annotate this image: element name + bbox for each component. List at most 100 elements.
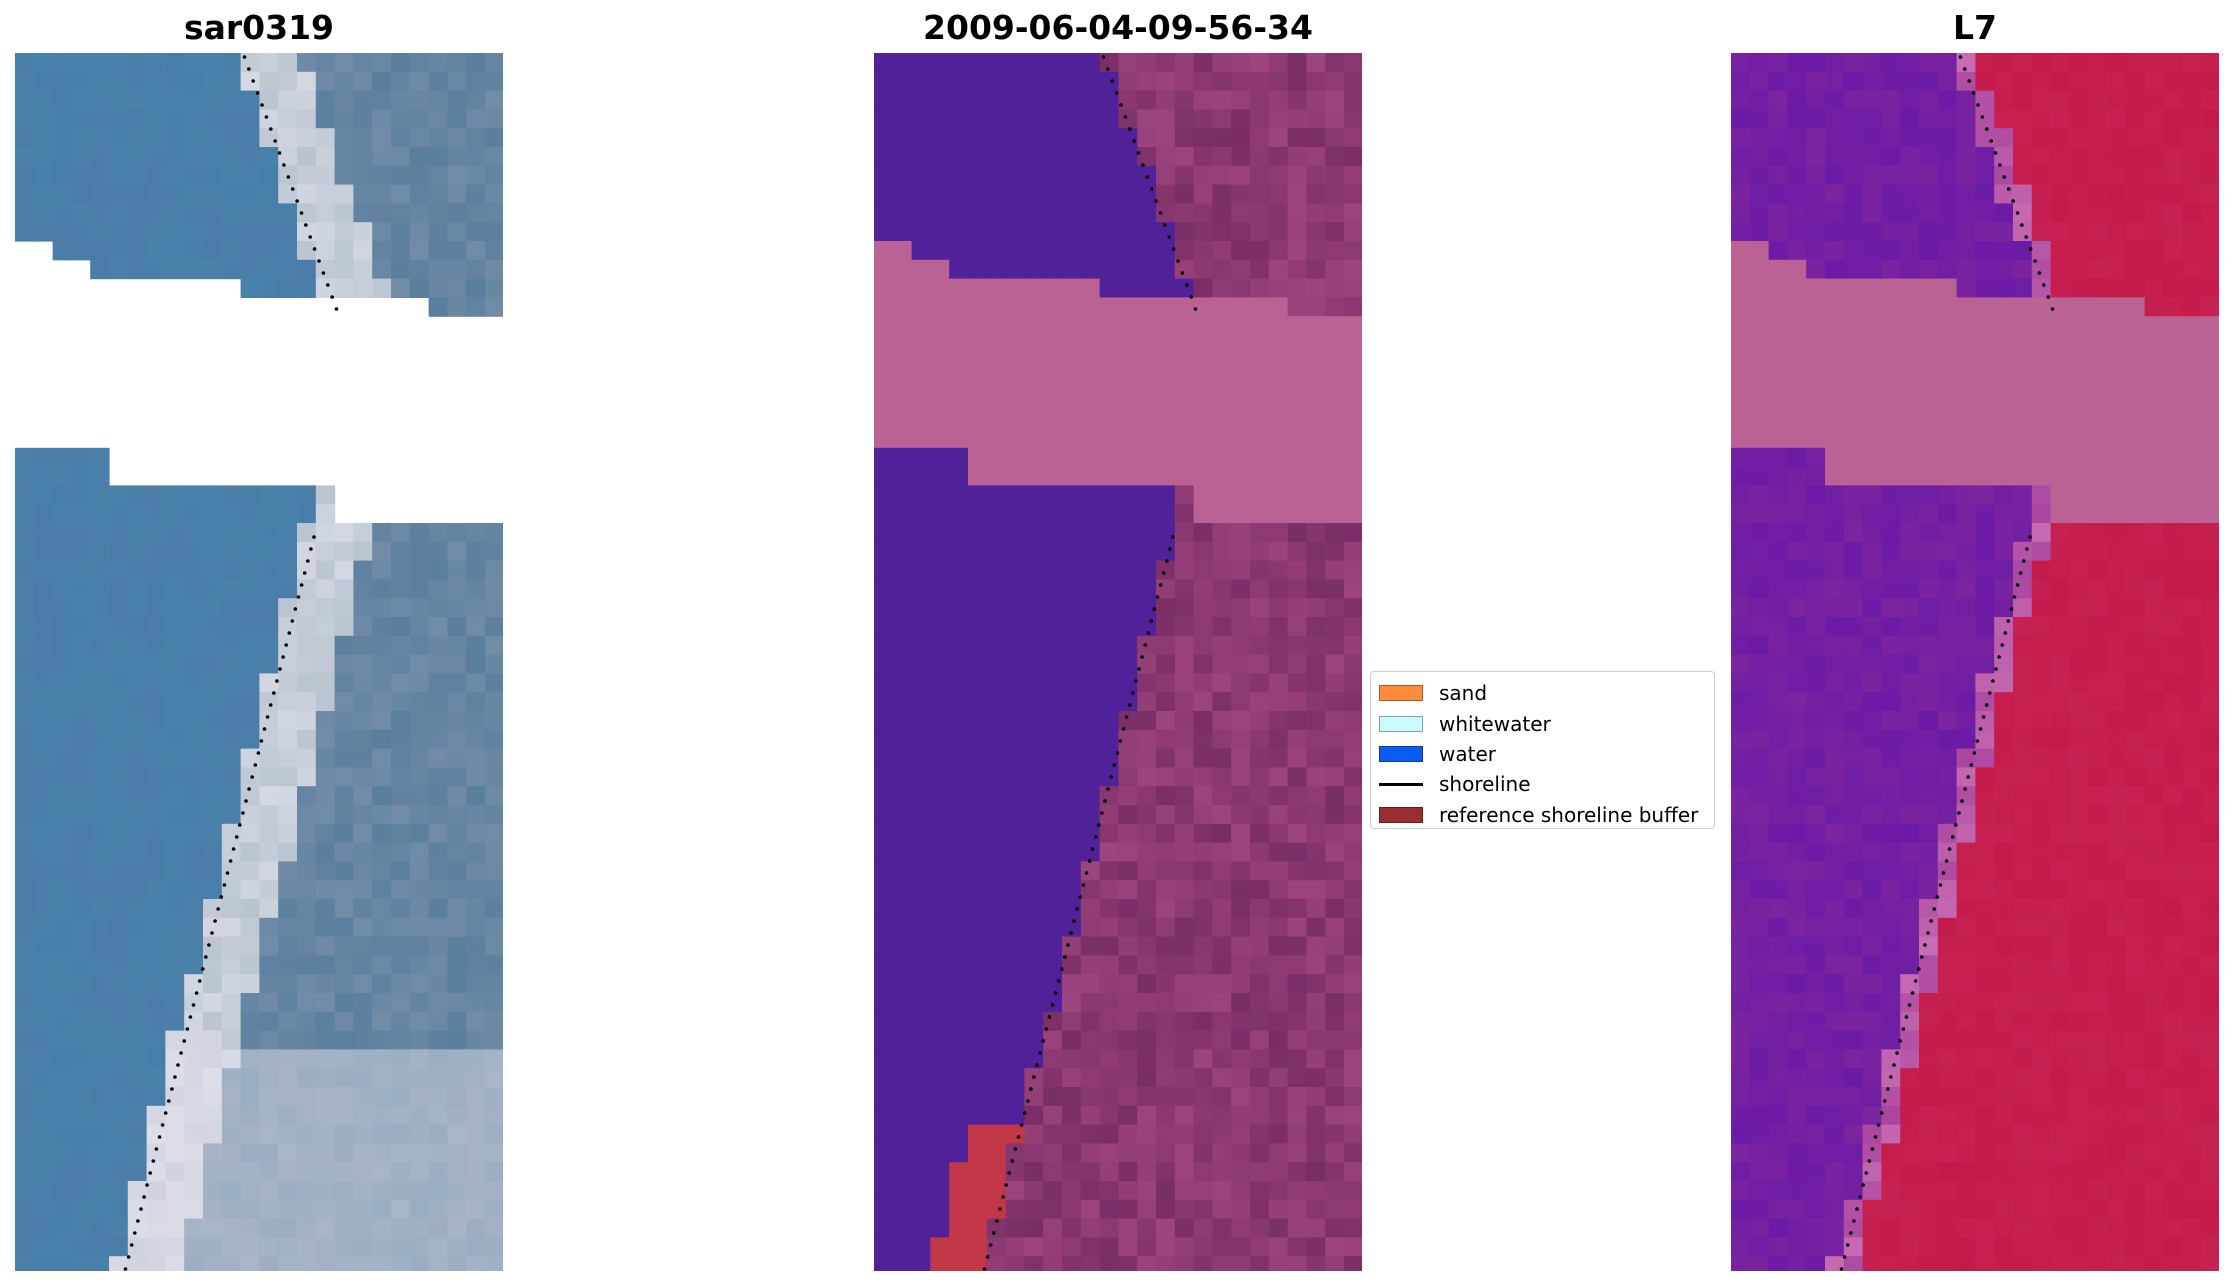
image-pixel xyxy=(1231,711,1251,731)
image-pixel xyxy=(1099,673,1119,693)
image-pixel xyxy=(2107,842,2127,862)
image-pixel xyxy=(2201,654,2219,674)
image-pixel xyxy=(485,1237,503,1257)
image-pixel xyxy=(1881,541,1901,562)
image-pixel xyxy=(1749,541,1770,562)
image-pixel xyxy=(109,748,129,768)
image-pixel xyxy=(259,241,279,261)
image-pixel xyxy=(1062,1030,1082,1050)
image-pixel xyxy=(2107,165,2127,186)
image-pixel xyxy=(2107,53,2127,73)
image-pixel xyxy=(1043,109,1063,129)
image-pixel xyxy=(1937,53,1958,73)
image-pixel xyxy=(52,748,72,768)
image-pixel xyxy=(203,523,223,543)
image-pixel xyxy=(1062,786,1082,806)
image-pixel xyxy=(334,861,354,881)
shoreline-point xyxy=(302,571,307,575)
image-pixel xyxy=(2069,1256,2089,1271)
image-pixel xyxy=(1306,541,1326,562)
image-pixel xyxy=(1806,410,1826,430)
image-pixel xyxy=(1080,109,1101,129)
image-pixel xyxy=(1344,805,1362,825)
image-pixel xyxy=(1919,353,1939,374)
image-pixel xyxy=(1250,1124,1270,1144)
image-pixel xyxy=(71,147,91,167)
image-pixel xyxy=(986,917,1007,938)
image-pixel xyxy=(2107,993,2127,1013)
image-pixel xyxy=(2069,447,2089,468)
image-pixel xyxy=(2144,673,2164,693)
image-pixel xyxy=(1268,297,1289,317)
image-pixel xyxy=(1174,579,1195,599)
image-pixel xyxy=(1994,259,2014,280)
image-pixel xyxy=(2125,936,2146,956)
image-pixel xyxy=(1787,786,1807,806)
image-pixel xyxy=(1043,654,1063,674)
image-pixel xyxy=(146,1237,166,1257)
image-pixel xyxy=(1749,1162,1770,1182)
image-pixel xyxy=(1344,109,1362,129)
image-pixel xyxy=(2088,692,2108,712)
shoreline-point xyxy=(1154,199,1158,203)
image-pixel xyxy=(1787,729,1807,750)
image-pixel xyxy=(71,109,91,129)
image-pixel xyxy=(1212,617,1232,637)
image-pixel xyxy=(15,805,35,825)
image-pixel xyxy=(1212,805,1232,825)
image-pixel xyxy=(1193,1049,1213,1069)
image-pixel xyxy=(1024,165,1044,186)
image-pixel xyxy=(203,711,223,731)
image-pixel xyxy=(447,1181,467,1201)
image-pixel xyxy=(1062,466,1082,486)
image-pixel xyxy=(1806,692,1826,712)
image-pixel xyxy=(1118,259,1138,280)
image-pixel xyxy=(2050,109,2070,129)
image-pixel xyxy=(409,128,430,148)
image-pixel xyxy=(2050,71,2070,92)
image-pixel xyxy=(1193,917,1213,938)
image-pixel xyxy=(485,654,503,674)
image-pixel xyxy=(1043,353,1063,374)
image-pixel xyxy=(986,90,1007,110)
image-pixel xyxy=(1325,184,1345,204)
image-pixel xyxy=(949,71,969,92)
image-pixel xyxy=(240,673,260,693)
image-pixel xyxy=(278,222,298,242)
image-pixel xyxy=(1994,1181,2014,1201)
image-pixel xyxy=(409,1011,430,1032)
image-pixel xyxy=(184,823,204,844)
image-pixel xyxy=(1843,861,1864,881)
image-pixel xyxy=(1306,485,1326,505)
image-pixel xyxy=(1024,353,1044,374)
image-pixel xyxy=(2163,974,2183,994)
image-pixel xyxy=(2107,635,2127,656)
image-pixel xyxy=(391,1124,411,1144)
image-pixel xyxy=(2050,90,2070,110)
shoreline-point xyxy=(296,595,301,599)
image-pixel xyxy=(109,711,129,731)
image-pixel xyxy=(109,1087,129,1107)
image-pixel xyxy=(2163,748,2183,768)
image-pixel xyxy=(2201,1105,2219,1126)
image-pixel xyxy=(1862,1237,1882,1257)
image-pixel xyxy=(986,617,1007,637)
image-pixel xyxy=(184,673,204,693)
image-pixel xyxy=(911,598,931,618)
image-pixel xyxy=(1137,1049,1157,1069)
image-pixel xyxy=(2050,147,2070,167)
image-pixel xyxy=(1843,429,1864,449)
image-pixel xyxy=(1174,297,1195,317)
image-pixel xyxy=(1937,617,1958,637)
image-pixel xyxy=(2050,203,2070,223)
image-pixel xyxy=(1287,974,1307,994)
image-pixel xyxy=(1344,259,1362,280)
image-pixel xyxy=(1937,241,1958,261)
image-pixel xyxy=(315,1143,336,1163)
image-pixel xyxy=(334,1124,354,1144)
image-pixel xyxy=(1825,899,1845,919)
image-pixel xyxy=(1881,673,1901,693)
image-pixel xyxy=(165,1181,185,1201)
image-pixel xyxy=(2125,1143,2146,1163)
image-pixel xyxy=(33,955,54,975)
